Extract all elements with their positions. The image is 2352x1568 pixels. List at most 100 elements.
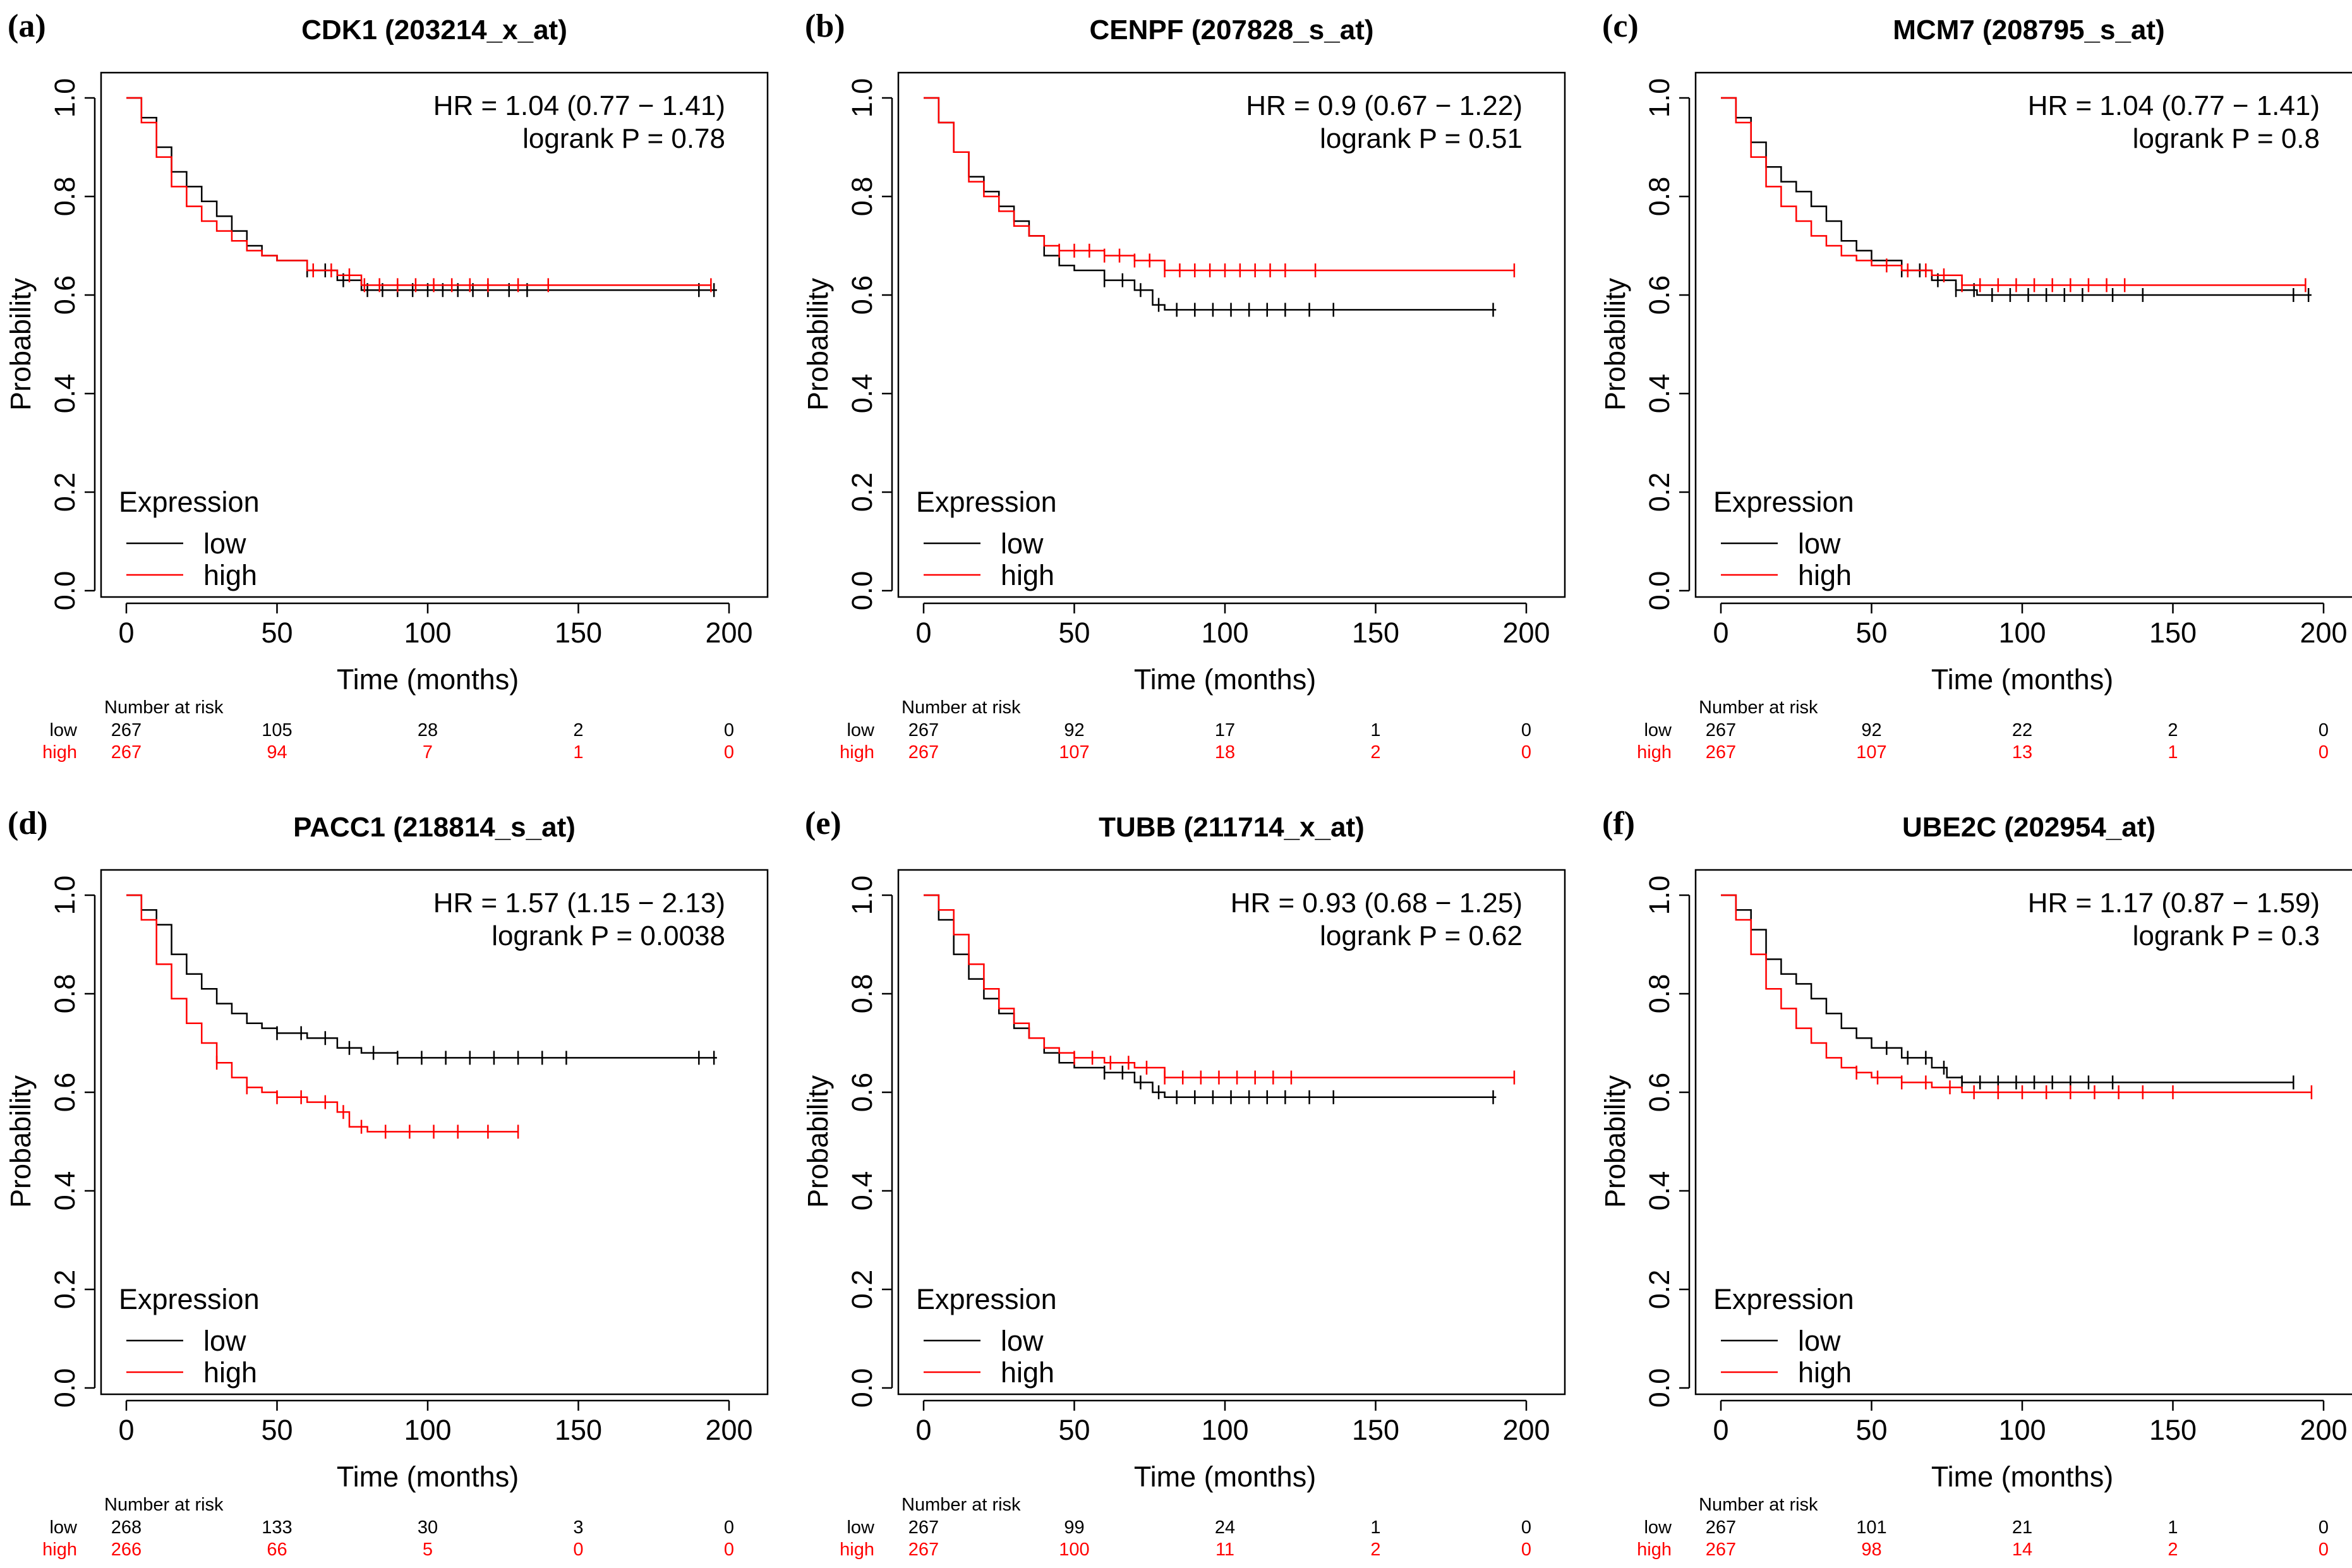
y-tick-label: 0.6 [1643,275,1675,315]
risk-count-high: 2 [1370,742,1380,763]
y-tick-label: 0.2 [1643,1270,1675,1310]
risk-count-low: 3 [573,1517,583,1538]
legend-label-high: high [1798,1356,1852,1389]
x-tick-label: 0 [915,617,931,649]
x-tick-label: 200 [1502,1414,1550,1446]
x-tick-label: 150 [555,617,602,649]
hazard-ratio-text: HR = 1.57 (1.15 − 2.13) [433,888,725,919]
hazard-ratio-text: HR = 0.93 (0.68 − 1.25) [1231,888,1523,919]
y-tick-label: 0.4 [49,1171,81,1211]
risk-table-title: Number at risk [902,1495,1021,1515]
legend-title: Expression [119,1283,260,1315]
risk-row-label-high: high [42,742,77,763]
plot-frame [100,71,769,598]
logrank-p-text: logrank P = 0.51 [1320,123,1523,154]
risk-count-low: 0 [724,720,734,740]
x-tick-label: 150 [555,1414,602,1446]
y-tick-label: 0.6 [49,275,81,315]
risk-count-high: 0 [2319,1540,2329,1560]
chart-title: MCM7 (208795_s_at) [1893,15,2164,45]
x-tick-label: 100 [1201,1414,1248,1446]
panel-letter: (a) [8,8,46,44]
x-tick-label: 100 [404,1414,451,1446]
legend-label-low: low [1798,1325,1841,1357]
risk-count-high: 267 [908,1540,939,1560]
y-tick-label: 0.4 [1643,374,1675,414]
y-axis-label: Probability [1599,277,1631,411]
y-tick-label: 0.0 [49,1368,81,1408]
x-axis-label: Time (months) [1931,663,2113,696]
risk-row-label-low: low [847,1517,875,1538]
risk-count-high: 0 [1521,742,1531,763]
x-tick-label: 50 [1058,1414,1090,1446]
survival-curve-low [126,894,717,1059]
y-tick-label: 0.4 [846,1171,878,1211]
risk-count-high: 94 [267,742,287,763]
plot-frame [1694,71,2352,598]
y-tick-label: 1.0 [846,78,878,118]
risk-count-low: 0 [724,1517,734,1538]
risk-count-high: 0 [573,1540,583,1560]
risk-count-low: 30 [418,1517,438,1538]
y-tick-label: 0.8 [49,177,81,217]
chart-title: CENPF (207828_s_at) [1089,15,1373,45]
x-tick-label: 200 [1502,617,1550,649]
x-tick-label: 150 [2149,1414,2197,1446]
y-tick-label: 1.0 [49,78,81,118]
y-tick-label: 0.4 [49,374,81,414]
y-axis-label: Probability [802,1075,834,1208]
risk-count-low: 267 [111,720,142,740]
x-tick-label: 50 [1855,617,1887,649]
risk-count-high: 18 [1215,742,1235,763]
y-axis-label: Probability [4,1075,37,1208]
legend-label-high: high [1001,1356,1054,1389]
x-tick-label: 200 [2300,1414,2347,1446]
risk-count-low: 99 [1064,1517,1084,1538]
logrank-p-text: logrank P = 0.62 [1320,920,1523,951]
x-tick-label: 0 [915,1414,931,1446]
x-axis-label: Time (months) [1134,1461,1316,1493]
risk-count-low: 267 [908,720,939,740]
risk-count-low: 2 [573,720,583,740]
y-tick-label: 0.6 [846,1073,878,1113]
hazard-ratio-text: HR = 1.04 (0.77 − 1.41) [433,90,725,121]
logrank-p-text: logrank P = 0.78 [522,123,725,154]
survival-curve-high [924,97,1514,272]
risk-count-high: 2 [2168,1540,2178,1560]
panel-letter: (b) [805,8,845,44]
risk-row-label-high: high [840,742,874,763]
y-tick-label: 0.2 [846,473,878,512]
risk-count-low: 0 [2319,1517,2329,1538]
y-tick-label: 0.0 [49,571,81,611]
legend-title: Expression [119,486,260,518]
risk-count-high: 0 [2319,742,2329,763]
plot-frame [100,869,769,1396]
risk-count-low: 28 [418,720,438,740]
y-axis-label: Probability [802,277,834,411]
risk-table-title: Number at risk [902,697,1021,718]
x-tick-label: 200 [2300,617,2347,649]
risk-count-low: 0 [2319,720,2329,740]
x-tick-label: 200 [705,617,752,649]
y-tick-label: 0.8 [49,974,81,1014]
risk-row-label-low: low [1644,720,1672,740]
x-tick-label: 0 [118,1414,134,1446]
risk-count-low: 267 [1706,720,1736,740]
risk-count-high: 267 [1706,1540,1736,1560]
y-tick-label: 0.0 [846,1368,878,1408]
risk-count-low: 2 [2168,720,2178,740]
y-tick-label: 1.0 [1643,876,1675,915]
risk-table-title: Number at risk [104,697,224,718]
risk-count-low: 92 [1861,720,1881,740]
x-tick-label: 200 [705,1414,752,1446]
